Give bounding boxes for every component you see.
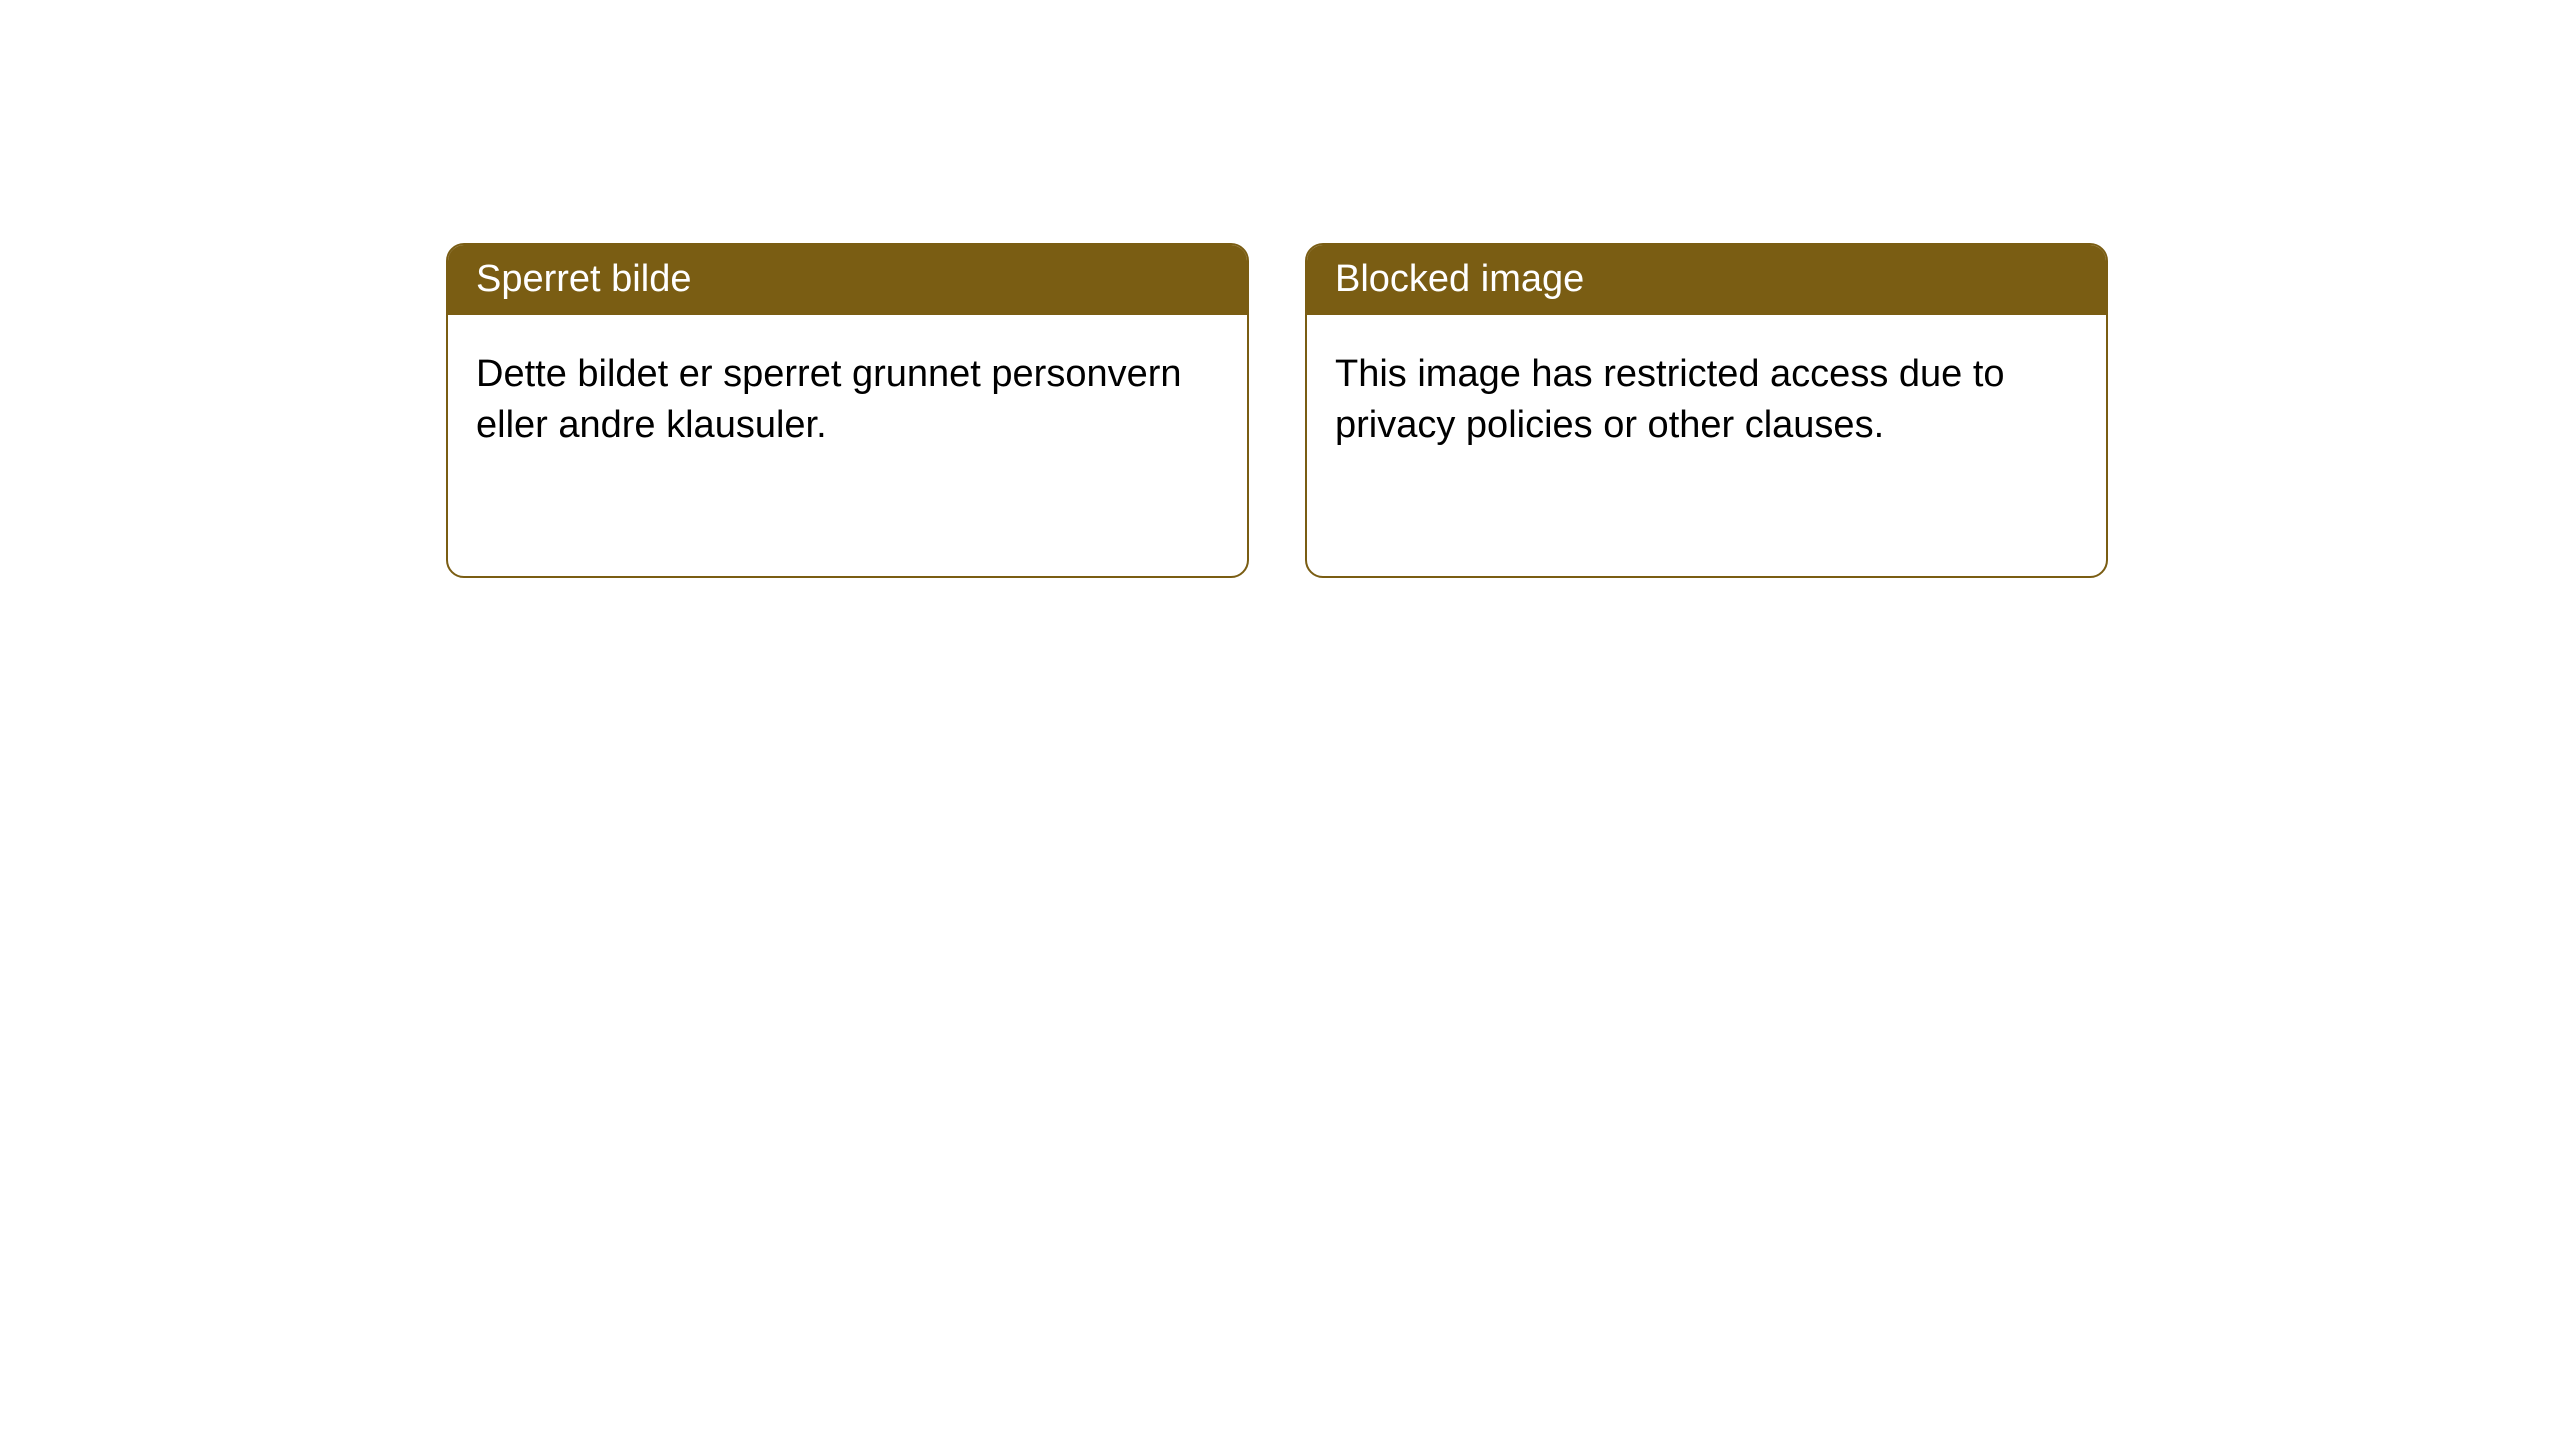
notice-card-norwegian: Sperret bilde Dette bildet er sperret gr… <box>446 243 1249 578</box>
card-title: Sperret bilde <box>476 258 691 300</box>
card-header: Blocked image <box>1307 245 2106 315</box>
card-header: Sperret bilde <box>448 245 1247 315</box>
card-body-text: Dette bildet er sperret grunnet personve… <box>476 353 1182 446</box>
notice-card-english: Blocked image This image has restricted … <box>1305 243 2108 578</box>
notice-cards-container: Sperret bilde Dette bildet er sperret gr… <box>446 243 2108 578</box>
card-title: Blocked image <box>1335 258 1584 300</box>
card-body: This image has restricted access due to … <box>1307 315 2106 486</box>
card-body-text: This image has restricted access due to … <box>1335 353 2005 446</box>
card-body: Dette bildet er sperret grunnet personve… <box>448 315 1247 486</box>
